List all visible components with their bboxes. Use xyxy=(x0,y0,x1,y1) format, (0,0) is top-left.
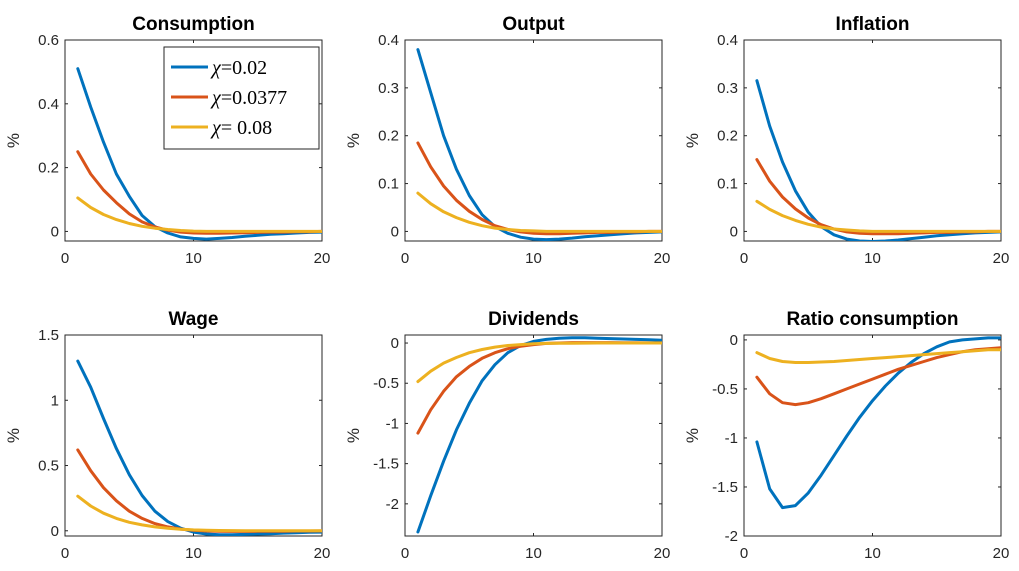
panel-wage: Wage 0 0.5 1 1.5 0 10 20% xyxy=(4,309,330,562)
series-line-1 xyxy=(755,336,1001,510)
panel-title: Wage xyxy=(169,309,219,330)
x-tick-label: 10 xyxy=(864,250,881,267)
legend-entry: χ= 0.08 xyxy=(210,117,272,139)
y-tick-label: 0.4 xyxy=(717,32,738,49)
x-tick-label: 20 xyxy=(993,545,1010,562)
panel-title: Dividends xyxy=(488,309,579,330)
y-tick-label: -1 xyxy=(725,430,738,447)
panel-output: Output 0 0.1 0.2 0.3 0.4 0 10 20% xyxy=(344,14,670,267)
legend-entry: χ=0.0377 xyxy=(210,87,287,109)
panel-title: Consumption xyxy=(132,14,254,35)
y-axis-label: % xyxy=(4,133,23,148)
y-tick-label: -0.5 xyxy=(712,381,738,398)
y-tick-label: -1.5 xyxy=(712,479,738,496)
panel-dividends: Dividends -2 -1.5 -1 -0.5 0 0 10 20% xyxy=(344,309,670,562)
x-tick-label: 10 xyxy=(525,545,542,562)
y-axis-label: % xyxy=(344,428,363,443)
x-tick-label: 20 xyxy=(314,250,331,267)
x-tick-label: 10 xyxy=(525,250,542,267)
y-tick-label: 0.3 xyxy=(717,80,738,97)
x-tick-label: 20 xyxy=(654,250,671,267)
y-tick-label: 0.4 xyxy=(38,96,59,113)
x-tick-label: 20 xyxy=(314,545,331,562)
y-axis-label: % xyxy=(4,428,23,443)
series-line-2 xyxy=(755,346,1001,407)
legend-value: =0.02 xyxy=(221,57,267,79)
series-line-2 xyxy=(416,141,662,236)
x-tick-label: 0 xyxy=(61,545,69,562)
x-tick-label: 0 xyxy=(740,545,748,562)
y-axis-label: % xyxy=(683,428,702,443)
y-tick-label: 0.1 xyxy=(378,176,399,193)
panel-title: Ratio consumption xyxy=(786,309,958,330)
series-line-2 xyxy=(416,341,662,435)
x-tick-label: 0 xyxy=(401,250,409,267)
y-tick-label: 1 xyxy=(51,392,59,409)
legend-entry: χ=0.02 xyxy=(210,57,267,79)
legend-symbol: χ xyxy=(210,117,222,139)
series-line-2 xyxy=(76,150,322,235)
y-tick-label: 0.2 xyxy=(378,128,399,145)
plot-frame xyxy=(64,334,323,537)
series-line-3 xyxy=(755,199,1001,233)
x-tick-label: 20 xyxy=(993,250,1010,267)
y-tick-label: -2 xyxy=(725,528,738,545)
panel-consumption: Consumption 0 0.2 0.4 0.6 0 10 20% xyxy=(4,14,330,267)
legend-symbol: χ xyxy=(210,57,222,79)
panel-inflation: Inflation 0 0.1 0.2 0.3 0.4 0 10 20% xyxy=(683,14,1009,267)
x-tick-label: 20 xyxy=(654,545,671,562)
series-line-3 xyxy=(755,348,1001,364)
panel-title: Output xyxy=(502,14,565,35)
y-tick-label: 0 xyxy=(391,335,399,352)
legend-symbol: χ xyxy=(210,87,222,109)
series-line-1 xyxy=(416,336,662,534)
y-tick-label: -1 xyxy=(386,415,399,432)
plot-frame xyxy=(404,334,663,537)
y-tick-label: 0.6 xyxy=(38,32,59,49)
y-tick-label: 0.5 xyxy=(38,458,59,475)
y-axis-label: % xyxy=(344,133,363,148)
y-tick-label: 0 xyxy=(730,223,738,240)
x-tick-label: 10 xyxy=(185,250,202,267)
legend-value: =0.0377 xyxy=(221,87,287,109)
series-line-1 xyxy=(76,359,322,536)
series-line-1 xyxy=(416,48,662,241)
y-tick-label: 0.4 xyxy=(378,32,399,49)
x-tick-label: 0 xyxy=(740,250,748,267)
series-line-3 xyxy=(416,191,662,233)
y-tick-label: 1.5 xyxy=(38,327,59,344)
y-tick-label: 0.2 xyxy=(38,160,59,177)
y-tick-label: 0 xyxy=(51,523,59,540)
panel-title: Inflation xyxy=(836,14,910,35)
y-tick-label: 0 xyxy=(730,332,738,349)
legend-value: = 0.08 xyxy=(221,117,272,139)
y-axis-label: % xyxy=(683,133,702,148)
y-tick-label: 0.2 xyxy=(717,128,738,145)
y-tick-label: 0.1 xyxy=(717,176,738,193)
x-tick-label: 0 xyxy=(61,250,69,267)
x-tick-label: 0 xyxy=(401,545,409,562)
series-line-3 xyxy=(76,196,322,233)
y-tick-label: 0 xyxy=(51,223,59,240)
series-line-1 xyxy=(76,67,322,241)
series-line-3 xyxy=(416,341,662,384)
x-tick-label: 10 xyxy=(864,545,881,562)
y-tick-label: 0 xyxy=(391,223,399,240)
series-line-2 xyxy=(755,158,1001,236)
series-line-1 xyxy=(755,79,1001,241)
plot-frame xyxy=(743,39,1002,242)
y-tick-label: -1.5 xyxy=(373,456,399,473)
y-tick-label: 0.3 xyxy=(378,80,399,97)
y-tick-label: -0.5 xyxy=(373,375,399,392)
x-tick-label: 10 xyxy=(185,545,202,562)
panel-ratio-consumption: Ratio consumption -2 -1.5 -1 -0.5 0 0 10 20% xyxy=(683,309,1009,562)
series-line-3 xyxy=(76,494,322,533)
y-tick-label: -2 xyxy=(386,496,399,513)
